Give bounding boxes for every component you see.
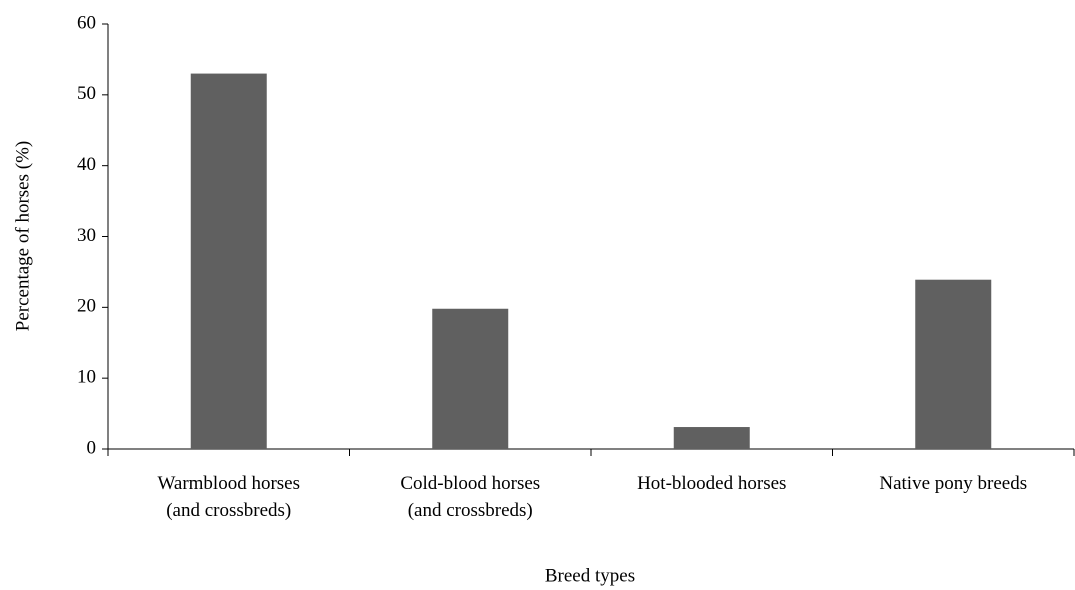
y-axis-label: Percentage of horses (%) [12, 141, 33, 331]
y-tick-label: 10 [77, 367, 96, 388]
y-tick-label: 30 [77, 225, 96, 246]
bar [190, 73, 267, 449]
y-tick-label: 0 [87, 437, 97, 458]
y-tick-label: 50 [77, 83, 96, 104]
bar [915, 279, 992, 449]
y-tick-label: 40 [77, 154, 96, 175]
x-tick-label: Hot-blooded horses [637, 473, 787, 494]
y-tick-label: 20 [77, 296, 96, 317]
x-axis-label: Breed types [545, 565, 635, 586]
bar [432, 308, 509, 449]
x-tick-label: Cold-blood horses (and crossbreds) [400, 473, 541, 521]
x-tick-label: Warmblood horses (and crossbreds) [157, 473, 301, 521]
x-tick-label: Native pony breeds [879, 473, 1028, 494]
y-tick-label: 60 [77, 12, 96, 33]
bar [673, 427, 750, 449]
